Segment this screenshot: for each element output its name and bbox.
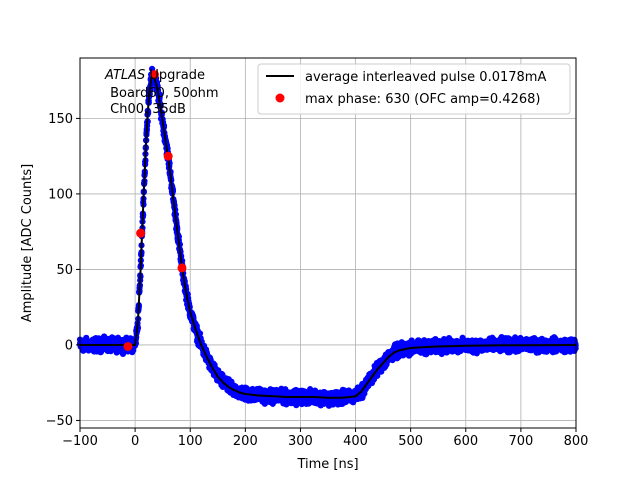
legend: average interleaved pulse 0.0178mA max p… xyxy=(257,63,571,115)
annotation-line-1: ATLAS Upgrade xyxy=(104,68,205,83)
average-pulse-line xyxy=(80,74,577,399)
x-tick-label: 0 xyxy=(131,434,139,449)
x-tick-label: 500 xyxy=(398,434,423,449)
x-tick-label: 800 xyxy=(564,434,589,449)
max-phase-point xyxy=(149,70,159,80)
grid-lines xyxy=(79,58,577,428)
x-tick-label: 100 xyxy=(178,434,203,449)
legend-marker-swatch xyxy=(275,93,285,103)
annotation-atlas: ATLAS xyxy=(104,68,145,83)
y-tick-label: 50 xyxy=(56,263,73,278)
max-phase-point xyxy=(123,341,133,351)
y-axis-label: Amplitude [ADC Counts] xyxy=(20,164,35,322)
max-phase-markers xyxy=(123,70,187,351)
x-tick-label: 600 xyxy=(453,434,478,449)
annotation-line-2: Board60, 50ohm xyxy=(106,86,219,101)
x-axis-label: Time [ns] xyxy=(296,457,358,472)
plot-frame xyxy=(79,57,577,429)
max-phase-point xyxy=(163,151,173,161)
legend-box xyxy=(257,63,571,115)
y-tick-label: 0 xyxy=(65,338,73,353)
x-tick-label: 700 xyxy=(508,434,533,449)
annotation-upgrade: Upgrade xyxy=(145,68,205,83)
x-tick-label: 200 xyxy=(233,434,258,449)
legend-entry-max-phase: max phase: 630 (OFC amp=0.4268) xyxy=(305,92,540,107)
blue-noise-band xyxy=(76,65,579,409)
max-phase-point xyxy=(177,263,187,273)
x-tick-label: 400 xyxy=(343,434,368,449)
x-tick-label: 300 xyxy=(288,434,313,449)
max-phase-point xyxy=(136,228,146,238)
x-tick-label: −100 xyxy=(62,434,98,449)
legend-entry-average: average interleaved pulse 0.0178mA xyxy=(305,70,546,85)
y-tick-label: 150 xyxy=(48,112,73,127)
axis-ticks: −100 0 100 200 300 400 500 600 700 800 −50 0 50 100 15… xyxy=(46,112,589,449)
y-tick-label: −50 xyxy=(46,414,73,429)
y-tick-label: 100 xyxy=(48,187,73,202)
atlas-annotation: ATLAS Upgrade Board60, 50ohm Ch00, 35dB xyxy=(104,68,219,117)
annotation-line-3: Ch00, 35dB xyxy=(106,102,186,117)
